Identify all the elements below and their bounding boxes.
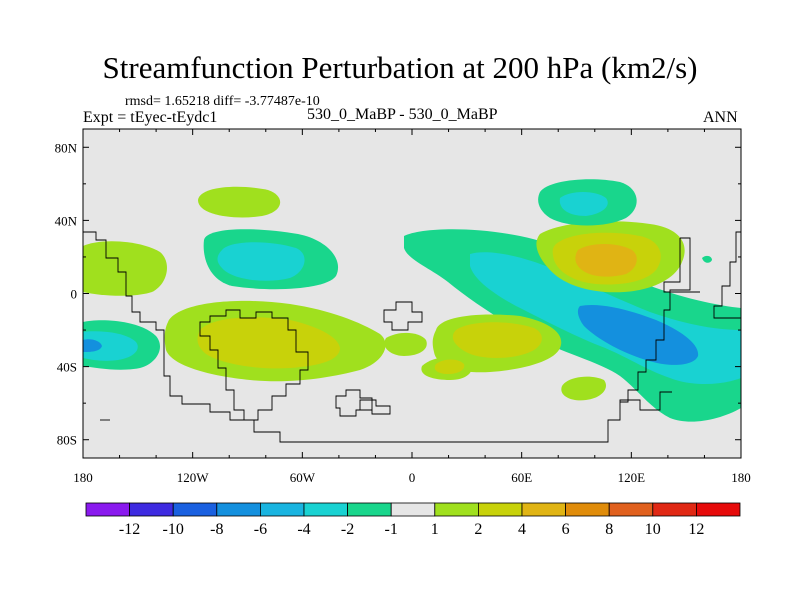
case-label: 530_0_MaBP - 530_0_MaBP — [307, 106, 498, 123]
colorbar-swatch — [652, 502, 697, 517]
x-tick-label: 60E — [511, 470, 532, 485]
contour-negative-small1 — [702, 255, 712, 263]
colorbar-swatch — [129, 502, 174, 517]
colorbar-label: 8 — [605, 521, 613, 538]
contour-positive-asia-core — [575, 244, 637, 277]
colorbar-label: 2 — [474, 521, 482, 538]
coast-east-asia — [713, 231, 741, 319]
colorbar-swatch — [172, 502, 218, 517]
x-tick-label: 180 — [731, 470, 751, 485]
contour-negative-npac-inner — [217, 242, 305, 281]
colorbar-labels: -12 -10 -8 -6 -4 -2 -1 1 2 4 6 8 10 12 — [119, 521, 704, 538]
contour-positive-tropical — [83, 241, 167, 296]
contour-negative-nasia-inner — [559, 192, 608, 216]
colorbar-label: -4 — [297, 521, 310, 538]
coast-north-america — [83, 231, 196, 405]
contour-positive-atl-inner — [452, 322, 542, 358]
contour-fields — [83, 179, 741, 443]
coast-australia-east — [620, 237, 691, 403]
x-tick-label: 0 — [409, 470, 416, 485]
colorbar-swatch — [696, 502, 741, 517]
x-tick-label: 120W — [177, 470, 210, 485]
colorbar-swatch — [521, 502, 566, 517]
y-tick-label: 80N — [55, 140, 78, 155]
x-tick-label: 120E — [618, 470, 646, 485]
colorbar-swatch — [608, 502, 654, 517]
colorbar-swatch — [259, 502, 305, 517]
coast-africa — [383, 301, 423, 331]
y-tick-label: 40S — [57, 360, 77, 375]
contour-positive-small2-core — [434, 359, 465, 374]
coast-south-america — [199, 309, 309, 421]
x-tick-label: 60W — [290, 470, 316, 485]
coast-islands — [359, 399, 391, 415]
experiment-label: Expt = tEyec-tEydc1 — [83, 109, 218, 126]
rmsd-stats-label: rmsd= 1.65218 diff= -3.77487e-10 — [125, 94, 320, 109]
colorbar-label: -12 — [119, 521, 140, 538]
colorbar-label: -10 — [163, 521, 184, 538]
axis-tick-labels: 180 120W 60W 0 60E 120E 180 80N 40N 0 40S 80S — [55, 140, 751, 485]
contour-positive-small1 — [384, 332, 427, 356]
colorbar-swatch — [477, 502, 523, 517]
y-tick-label: 80S — [57, 433, 77, 448]
colorbar-swatch — [216, 502, 261, 517]
colorbar-swatch — [390, 502, 436, 517]
colorbar-swatch — [434, 502, 479, 517]
colorbar-label: -6 — [254, 521, 267, 538]
axis-ticks — [82, 129, 742, 458]
colorbar-swatch — [565, 502, 610, 517]
colorbar-label: -2 — [341, 521, 354, 538]
season-label: ANN — [703, 109, 738, 126]
coast-antarctica — [196, 391, 672, 443]
colorbar-label: 6 — [562, 521, 570, 538]
coastlines — [83, 231, 741, 443]
colorbar-label: -1 — [385, 521, 398, 538]
colorbar-label: 12 — [688, 521, 704, 538]
colorbar-swatch — [347, 502, 392, 517]
x-tick-label: 180 — [73, 470, 93, 485]
colorbar — [85, 502, 741, 517]
colorbar-label: 4 — [518, 521, 526, 538]
colorbar-label: 1 — [431, 521, 439, 538]
coast-southeast — [663, 238, 700, 293]
y-tick-label: 0 — [71, 287, 78, 302]
contour-positive-spac-inner — [197, 317, 340, 369]
colorbar-swatch — [303, 502, 348, 517]
contour-positive-1 — [198, 186, 281, 218]
contour-negative-west-core — [83, 339, 102, 352]
contour-negative-west-inner — [83, 331, 138, 361]
colorbar-swatch — [85, 502, 130, 517]
contour-positive-small3 — [561, 376, 606, 401]
chart-title: Streamfunction Perturbation at 200 hPa (… — [102, 50, 698, 85]
colorbar-label: -8 — [210, 521, 223, 538]
colorbar-label: 10 — [645, 521, 661, 538]
y-tick-label: 40N — [55, 213, 78, 228]
contour-negative-band-core — [577, 304, 699, 365]
